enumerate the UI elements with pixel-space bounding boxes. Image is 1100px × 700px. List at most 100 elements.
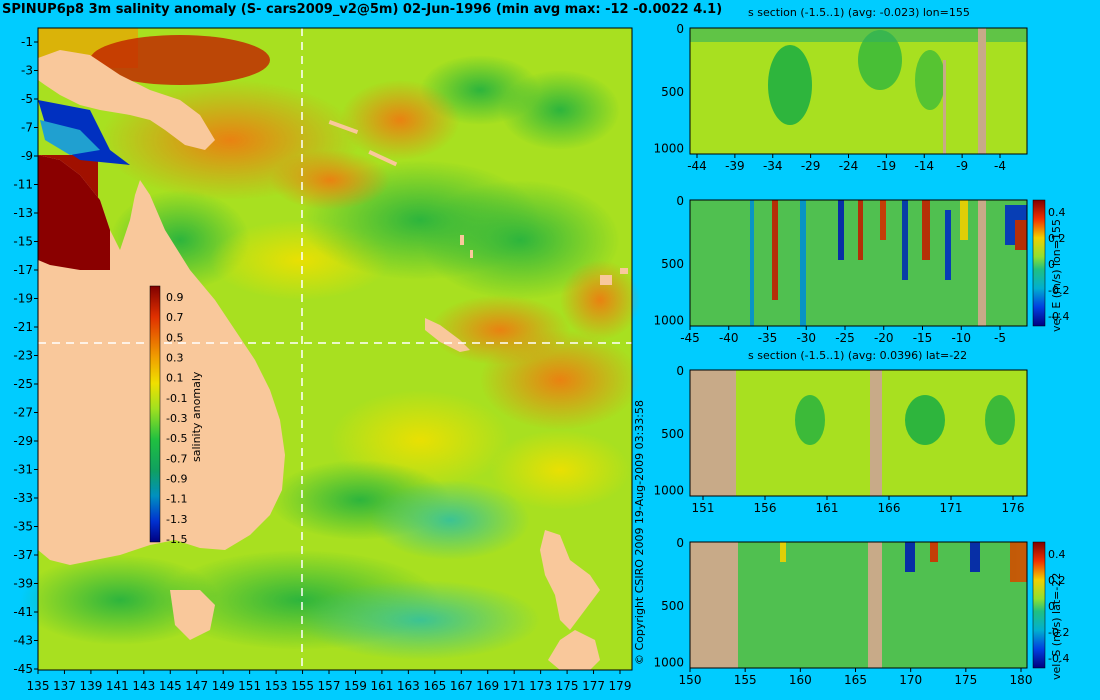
lat-label: -29 [13, 434, 33, 448]
lon-label: 147 [185, 679, 208, 693]
lat-label: -25 [13, 377, 33, 391]
lon-label: 139 [79, 679, 102, 693]
lat-label: -15 [13, 235, 33, 249]
panel-x-tick: 171 [940, 501, 963, 515]
lon-label: 173 [529, 679, 552, 693]
panel-x-tick: -9 [956, 159, 968, 173]
panel-x-tick: 150 [679, 673, 702, 687]
section-panels [689, 27, 1046, 669]
lon-label: 149 [212, 679, 235, 693]
lat-label: -5 [21, 92, 33, 106]
colorbar-tick: -1.1 [166, 493, 187, 506]
lon-label: 141 [106, 679, 129, 693]
panel-y-tick: 0 [676, 536, 684, 550]
panel-x-tick: -34 [763, 159, 783, 173]
colorbar-tick: -1.3 [166, 513, 187, 526]
lat-label: -21 [13, 320, 33, 334]
lat-label: -35 [13, 520, 33, 534]
colorbar-tick: -0.9 [166, 473, 187, 486]
panel-3-title: s section (-1.5..1) (avg: 0.0396) lat=-2… [748, 349, 968, 362]
panel-x-tick: 156 [754, 501, 777, 515]
panel-x-tick: 166 [878, 501, 901, 515]
lat-label: -3 [21, 64, 33, 78]
panel-4-colorbar-label: vel. S (m/s) lat=-22 [1050, 572, 1063, 680]
lon-label: 151 [238, 679, 261, 693]
colorbar-tick: 0.7 [166, 311, 184, 324]
panel-x-tick: -20 [874, 331, 894, 345]
panel-y-tick: 0 [676, 194, 684, 208]
lon-label: 167 [450, 679, 473, 693]
panel-y-tick: 500 [661, 257, 684, 271]
panel-colorbar-tick: 0.2 [1048, 232, 1066, 245]
panel-x-tick: -24 [839, 159, 859, 173]
panel-y-tick: 1000 [653, 656, 684, 670]
lat-label: -43 [13, 634, 33, 648]
panel-colorbar-tick: 0.4 [1048, 548, 1066, 561]
panel-colorbar-tick: 0 [1048, 600, 1055, 613]
panel-colorbar-tick: 0.2 [1048, 574, 1066, 587]
panel-x-tick: 151 [692, 501, 715, 515]
lat-label: -19 [13, 292, 33, 306]
lon-label: 157 [318, 679, 341, 693]
panel-x-tick: -40 [719, 331, 739, 345]
panel-colorbar-tick: -0.4 [1048, 652, 1069, 665]
lat-label: -27 [13, 406, 33, 420]
colorbar-tick: 0.1 [166, 372, 184, 385]
panel-x-tick: -4 [994, 159, 1006, 173]
lat-label: -17 [13, 263, 33, 277]
colorbar-tick: -0.5 [166, 432, 187, 445]
lon-label: 169 [476, 679, 499, 693]
panel-y-tick: 0 [676, 364, 684, 378]
copyright-notice: © Copyright CSIRO 2009 19-Aug-2009 03:33… [633, 399, 646, 665]
lat-label: -39 [13, 577, 33, 591]
panel-x-tick: -45 [680, 331, 700, 345]
lat-label: -11 [13, 178, 33, 192]
panel-y-tick: 1000 [653, 314, 684, 328]
panel-y-tick: 500 [661, 599, 684, 613]
lon-label: 135 [27, 679, 50, 693]
panel-colorbar-tick: -0.4 [1048, 310, 1069, 323]
panel-colorbar-tick: 0.4 [1048, 206, 1066, 219]
lon-label: 159 [344, 679, 367, 693]
panel-x-tick: -35 [758, 331, 778, 345]
lon-label: 175 [556, 679, 579, 693]
colorbar-tick: -0.3 [166, 412, 187, 425]
colorbar-tick: -1.5 [166, 533, 187, 546]
lon-label: 145 [159, 679, 182, 693]
panel-x-tick: -15 [913, 331, 933, 345]
panel-x-tick: 161 [816, 501, 839, 515]
panel-colorbar-tick: -0.2 [1048, 284, 1069, 297]
panel-colorbar-tick: -0.2 [1048, 626, 1069, 639]
lat-label: -7 [21, 121, 33, 135]
panel-x-tick: 160 [789, 673, 812, 687]
map-area [20, 27, 640, 671]
panel-x-tick: 165 [844, 673, 867, 687]
lat-label: -23 [13, 349, 33, 363]
panel-colorbar-tick: 0 [1048, 258, 1055, 271]
lat-label: -33 [13, 491, 33, 505]
panel-x-tick: -25 [835, 331, 855, 345]
map-ticks: -1 -3 -5 -7 -9 -11 -13 -15 -17 -19 -21 -23 -25 -27 -29… [13, 35, 631, 693]
lat-label: -37 [13, 548, 33, 562]
lat-label: -9 [21, 149, 33, 163]
colorbar-tick: -0.1 [166, 392, 187, 405]
panel-y-tick: 1000 [653, 484, 684, 498]
lon-label: 171 [503, 679, 526, 693]
panel-y-tick: 0 [676, 22, 684, 36]
lon-label: 161 [370, 679, 393, 693]
panel-y-tick: 500 [661, 427, 684, 441]
lat-label: -41 [13, 605, 33, 619]
panel-x-tick: 170 [899, 673, 922, 687]
lon-label: 177 [582, 679, 605, 693]
main-title: SPINUP6p8 3m salinity anomaly (S- cars20… [2, 2, 723, 17]
panel-x-tick: -44 [687, 159, 707, 173]
lon-label: 137 [53, 679, 76, 693]
panel-x-tick: 155 [734, 673, 757, 687]
panel-y-tick: 500 [661, 85, 684, 99]
lon-label: 179 [609, 679, 632, 693]
panel-x-tick: -30 [796, 331, 816, 345]
panel-x-tick: 175 [954, 673, 977, 687]
colorbar-label: salinity anomaly [190, 371, 203, 462]
